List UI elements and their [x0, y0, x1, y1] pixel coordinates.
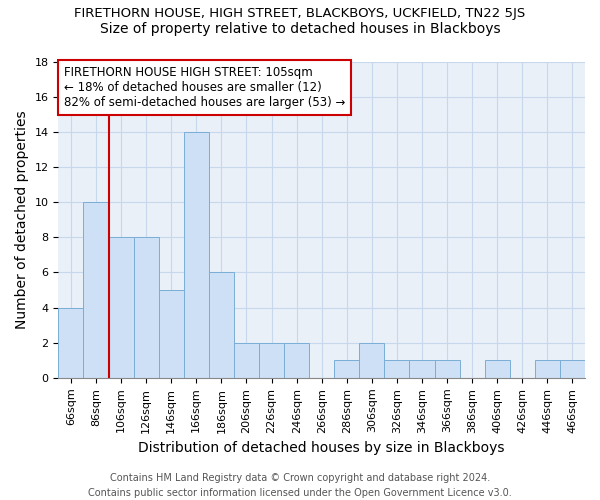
- X-axis label: Distribution of detached houses by size in Blackboys: Distribution of detached houses by size …: [139, 441, 505, 455]
- Bar: [485, 360, 510, 378]
- Bar: [409, 360, 434, 378]
- Text: FIRETHORN HOUSE, HIGH STREET, BLACKBOYS, UCKFIELD, TN22 5JS: FIRETHORN HOUSE, HIGH STREET, BLACKBOYS,…: [74, 8, 526, 20]
- Bar: [284, 343, 309, 378]
- Bar: [184, 132, 209, 378]
- Bar: [234, 343, 259, 378]
- Bar: [434, 360, 460, 378]
- Bar: [134, 238, 159, 378]
- Text: FIRETHORN HOUSE HIGH STREET: 105sqm
← 18% of detached houses are smaller (12)
82: FIRETHORN HOUSE HIGH STREET: 105sqm ← 18…: [64, 66, 345, 109]
- Bar: [535, 360, 560, 378]
- Bar: [58, 308, 83, 378]
- Bar: [560, 360, 585, 378]
- Bar: [109, 238, 134, 378]
- Bar: [159, 290, 184, 378]
- Y-axis label: Number of detached properties: Number of detached properties: [15, 110, 29, 329]
- Text: Size of property relative to detached houses in Blackboys: Size of property relative to detached ho…: [100, 22, 500, 36]
- Bar: [259, 343, 284, 378]
- Bar: [83, 202, 109, 378]
- Bar: [359, 343, 385, 378]
- Bar: [334, 360, 359, 378]
- Bar: [209, 272, 234, 378]
- Text: Contains HM Land Registry data © Crown copyright and database right 2024.
Contai: Contains HM Land Registry data © Crown c…: [88, 472, 512, 498]
- Bar: [385, 360, 409, 378]
